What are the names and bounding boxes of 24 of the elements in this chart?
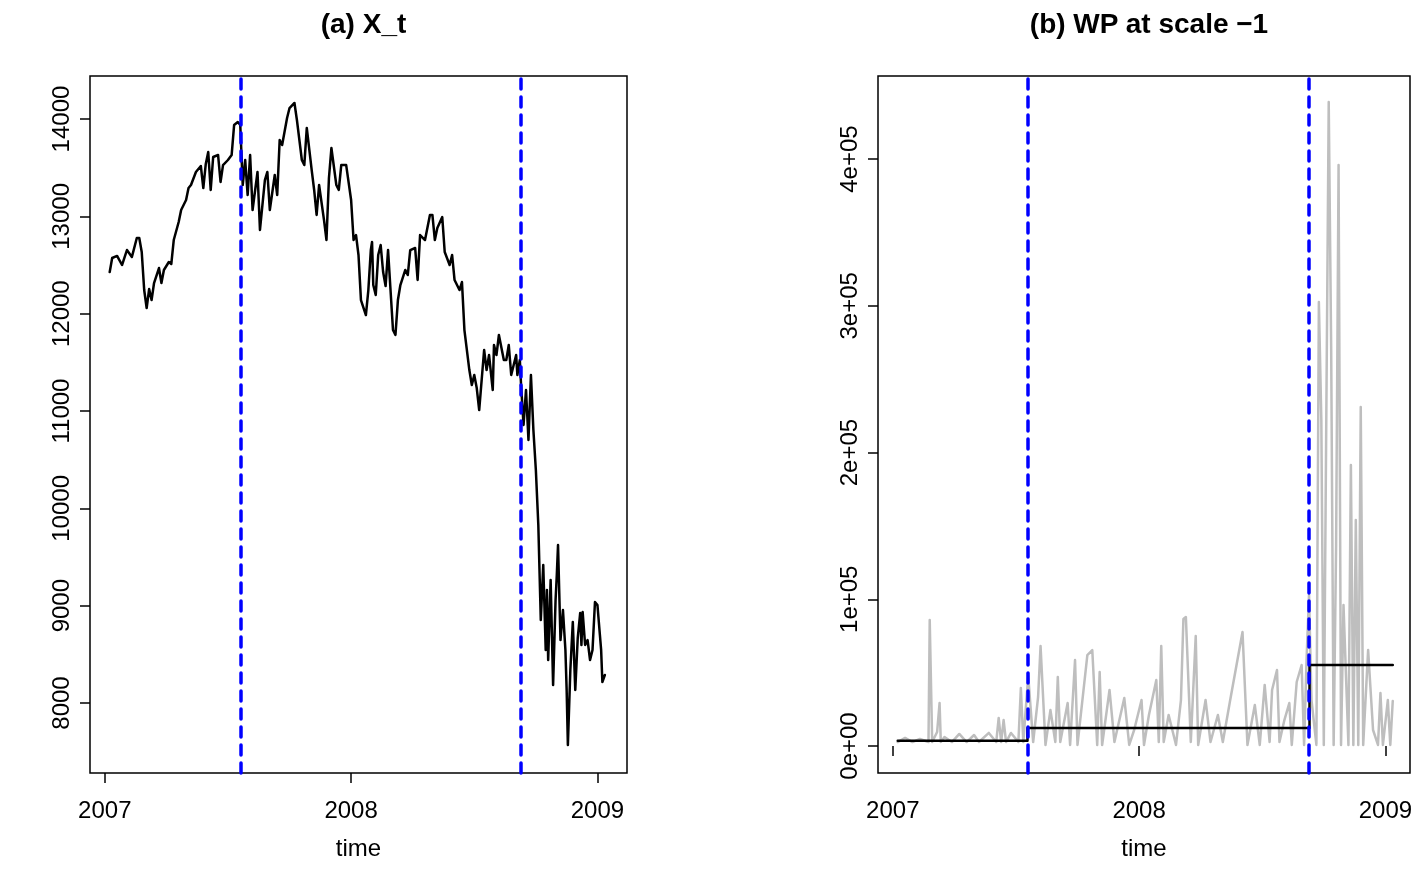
y-tick-label: 12000 [46,280,74,348]
x-tick-label: 2008 [1112,795,1166,823]
chart-title: (a) X_t [320,7,407,39]
y-tick-label: 14000 [46,85,74,153]
x-tick-label: 2007 [866,795,920,823]
line-series [896,100,1395,747]
y-tick-label: 9000 [46,578,74,633]
line-series [108,101,607,747]
chart-title: (b) WP at scale −1 [1029,7,1269,39]
x-axis-title: time [335,833,382,861]
y-tick-label: 0e+00 [834,712,862,780]
y-tick-label: 1e+05 [834,565,862,633]
x-tick-label: 2009 [1358,795,1413,823]
y-tick-label: 8000 [46,676,74,730]
y-tick-label: 3e+05 [834,272,862,340]
y-tick-label: 11000 [46,378,74,444]
x-tick-label: 2008 [324,795,378,823]
y-tick-label: 13000 [46,182,74,250]
y-tick-label: 2e+05 [834,418,862,487]
x-axis-title: time [1121,833,1167,861]
y-tick-label: 4e+05 [834,125,862,193]
x-tick-label: 2009 [570,795,625,823]
y-tick-label: 10000 [46,474,74,542]
x-tick-label: 2007 [78,795,132,823]
